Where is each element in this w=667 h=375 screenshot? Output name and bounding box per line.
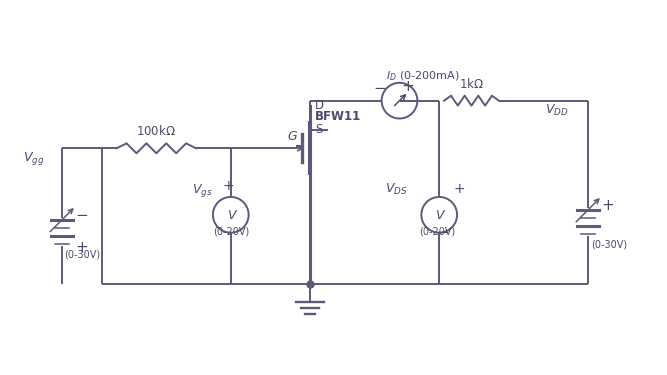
Text: (0-20V): (0-20V) (213, 226, 249, 237)
Text: (0-30V): (0-30V) (591, 240, 627, 249)
Text: (0-30V): (0-30V) (64, 249, 100, 259)
Text: V: V (227, 209, 235, 222)
Text: +: + (75, 240, 87, 255)
Text: −: − (75, 208, 87, 223)
Text: +: + (454, 182, 465, 196)
Text: $V_{DD}$: $V_{DD}$ (545, 103, 568, 118)
Text: $V_{gs}$: $V_{gs}$ (192, 182, 213, 199)
Text: $V_{DS}$: $V_{DS}$ (385, 182, 407, 197)
Text: BFW11: BFW11 (315, 111, 362, 123)
Text: (0-20V): (0-20V) (420, 226, 456, 237)
Text: −: − (374, 81, 386, 96)
Text: +: + (601, 198, 614, 213)
Text: +: + (401, 79, 414, 94)
Text: +: + (223, 179, 235, 193)
Text: S: S (315, 123, 323, 136)
Text: 100k$\Omega$: 100k$\Omega$ (136, 124, 176, 138)
Text: −: − (437, 225, 450, 240)
Text: G: G (287, 130, 297, 143)
Text: 1k$\Omega$: 1k$\Omega$ (459, 77, 484, 91)
Text: $I_D$ (0-200mA): $I_D$ (0-200mA) (386, 69, 460, 82)
Text: $V_{gg}$: $V_{gg}$ (23, 150, 44, 167)
Text: V: V (435, 209, 444, 222)
Text: D: D (315, 99, 324, 112)
